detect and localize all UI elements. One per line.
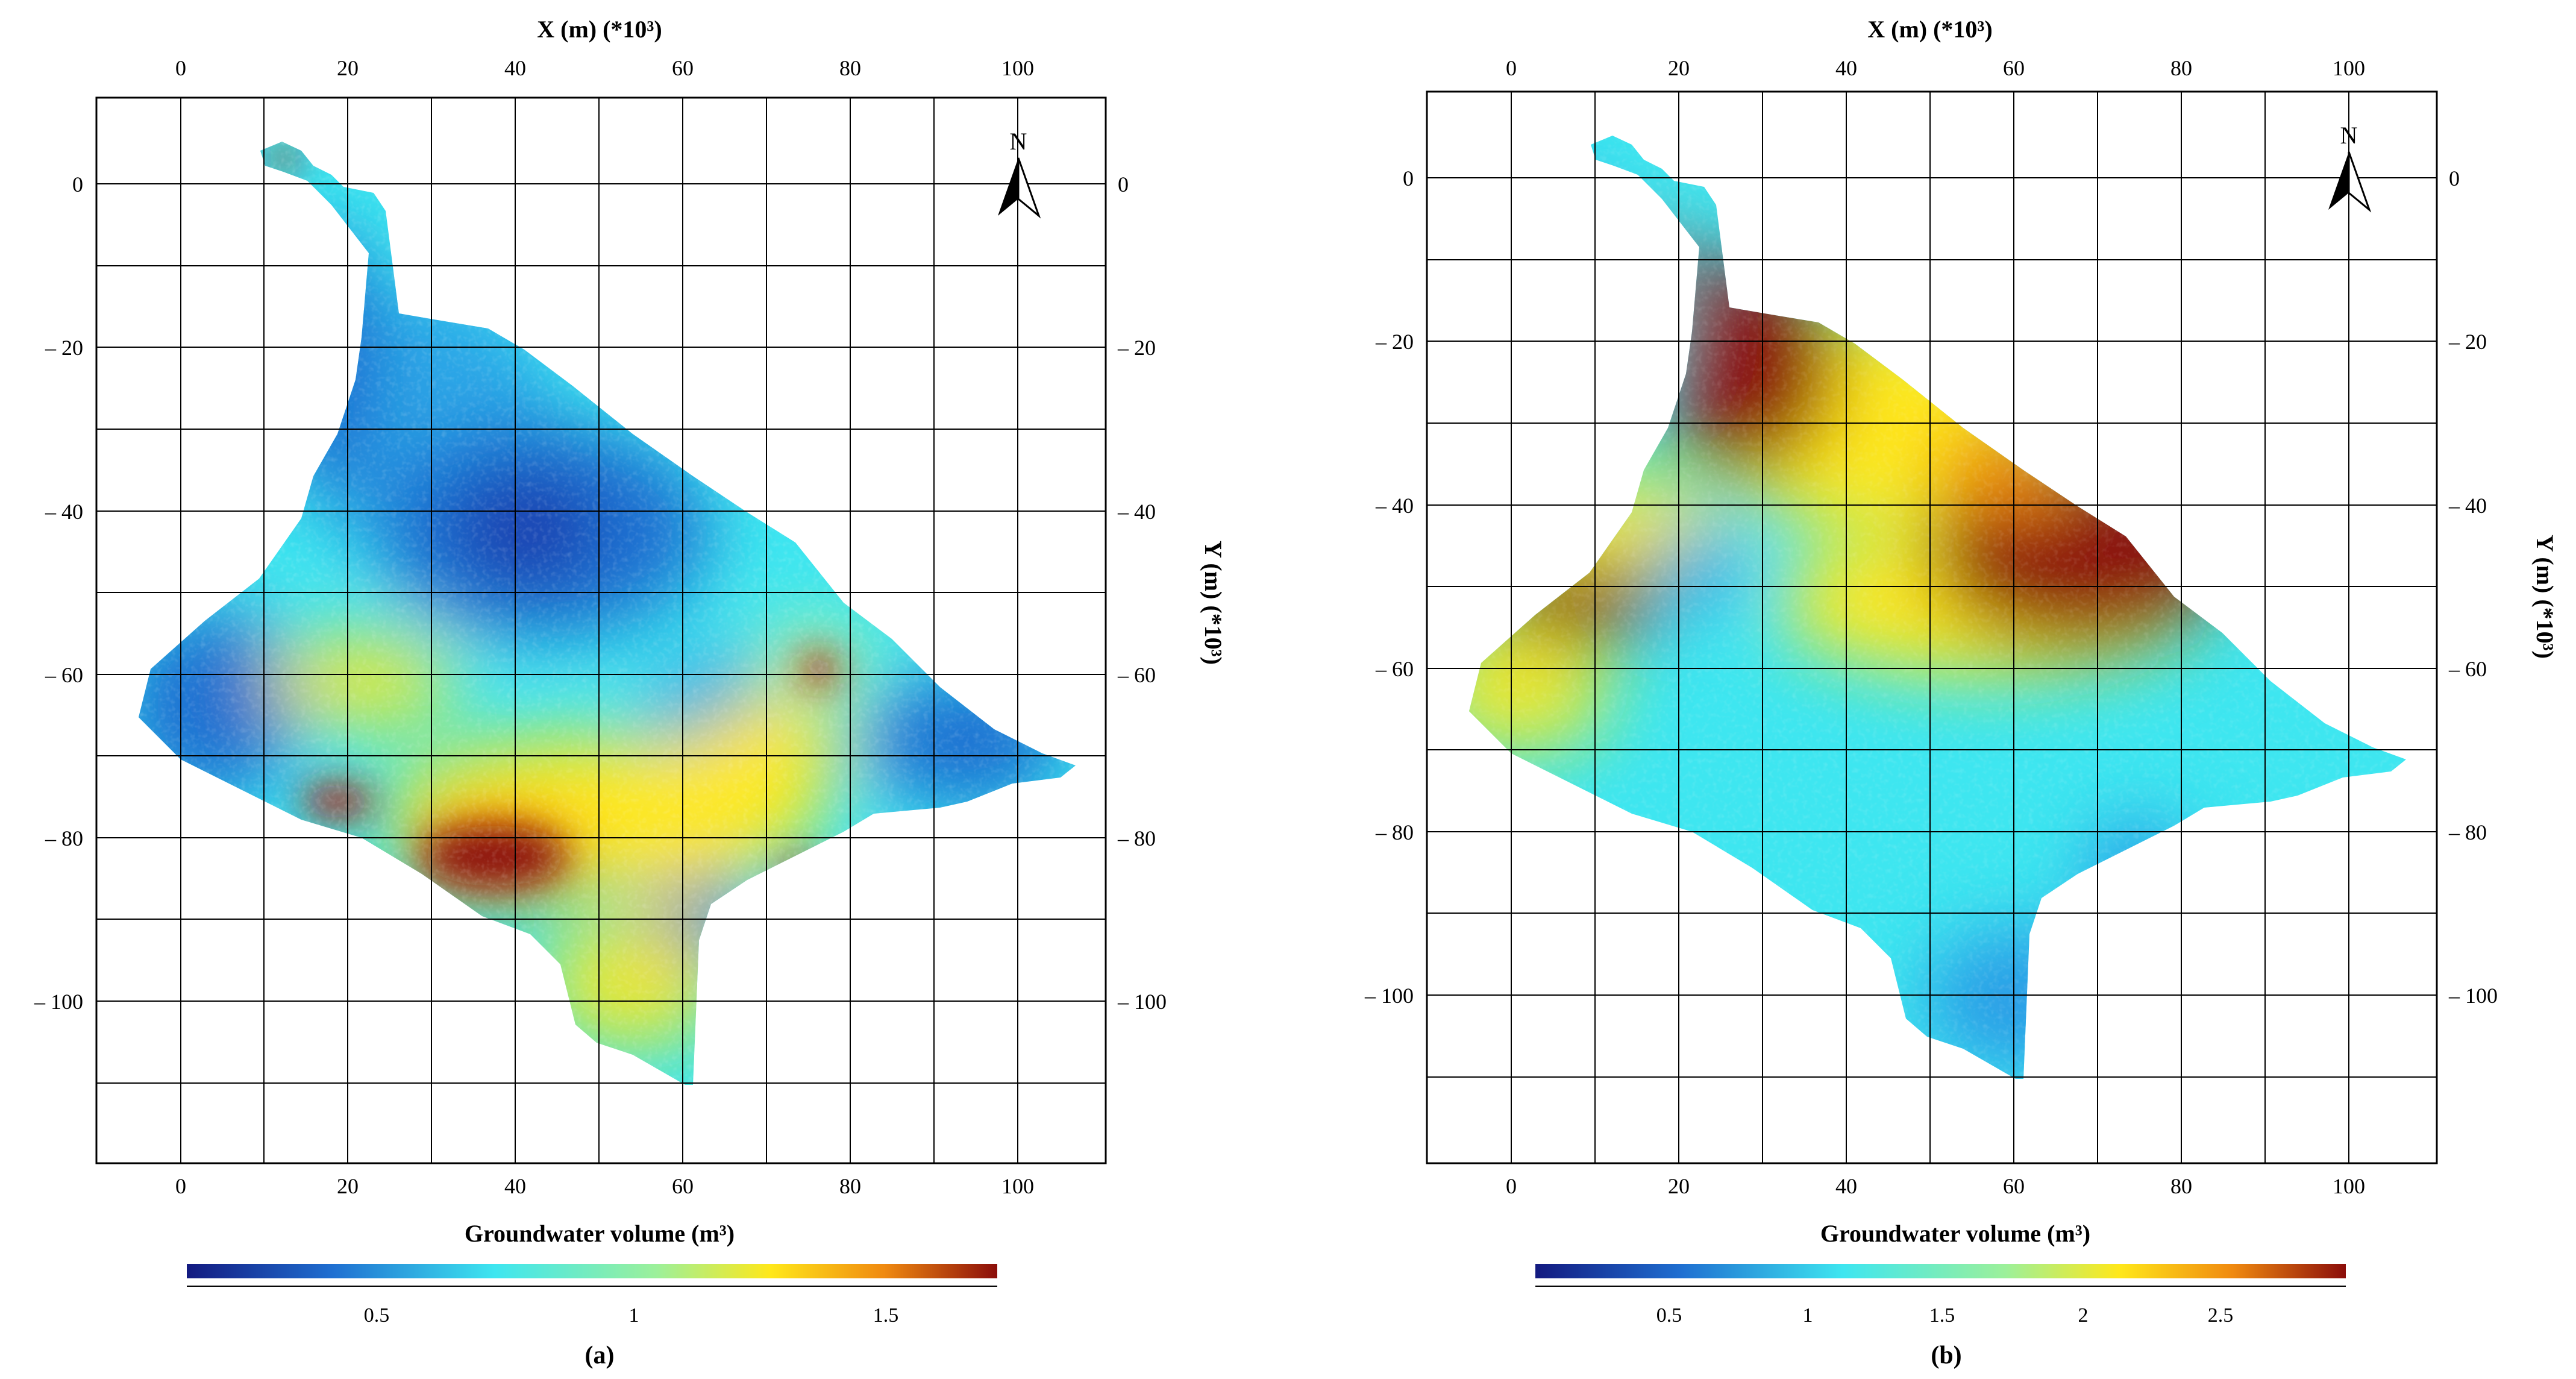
colorbar-title: Groundwater volume (m³) [465, 1220, 735, 1247]
y-tick-labels-right: 0 – 20 – 40 – 60 – 80 – 100 [2448, 166, 2498, 1008]
y-tick-label: – 80 [45, 826, 83, 850]
y-tick-label: – 100 [1364, 984, 1414, 1008]
x-tick-label: 40 [1835, 1174, 1857, 1198]
y-tick-label: – 100 [2448, 984, 2498, 1008]
north-arrow-icon: N [998, 128, 1041, 219]
colorbar-label: 1.5 [1929, 1304, 1955, 1327]
colorbar-label: 0.5 [1656, 1304, 1682, 1327]
x-tick-labels-top: 0 20 40 60 80 100 [1506, 56, 2365, 80]
grid-lines [1427, 92, 2437, 1163]
colorbar-label: 0.5 [364, 1304, 390, 1327]
colorbar: Groundwater volume (m³) 0.5 1 1.5 [187, 1220, 997, 1327]
x-axis-title: X (m) (*10³) [1867, 16, 1992, 43]
y-tick-label: 0 [1403, 166, 1414, 190]
y-tick-label: – 60 [1375, 657, 1414, 681]
y-tick-label: – 100 [1117, 990, 1167, 1014]
colorbar-gradient [187, 1264, 997, 1278]
colorbar-title: Groundwater volume (m³) [1820, 1220, 2090, 1247]
y-tick-label: 0 [1118, 172, 1129, 196]
x-tick-label: 20 [1668, 56, 1690, 80]
x-tick-labels-bottom: 0 20 40 60 80 100 [175, 1174, 1034, 1198]
colorbar-label: 1 [1803, 1304, 1813, 1327]
y-tick-label: – 20 [1375, 330, 1414, 354]
x-tick-label: 60 [672, 1174, 694, 1198]
y-tick-label: – 60 [2448, 657, 2487, 681]
x-tick-label: 40 [504, 56, 526, 80]
north-label: N [1010, 128, 1027, 155]
y-tick-label: – 20 [45, 336, 83, 360]
x-tick-label: 100 [1001, 56, 1034, 80]
colorbar-label: 1 [629, 1304, 639, 1327]
panel-tag: (b) [1931, 1342, 1961, 1369]
y-tick-label: – 40 [1375, 494, 1414, 518]
y-tick-label: – 40 [2448, 494, 2487, 518]
x-tick-label: 100 [1001, 1174, 1034, 1198]
x-tick-labels-bottom: 0 20 40 60 80 100 [1506, 1174, 2365, 1198]
y-tick-label: – 40 [45, 500, 83, 524]
y-tick-label: – 60 [45, 663, 83, 687]
x-tick-label: 0 [1506, 56, 1517, 80]
y-axis-title: Y (m) (*10³) [2531, 535, 2559, 659]
y-tick-label: – 100 [34, 990, 83, 1014]
x-tick-label: 100 [2333, 1174, 2365, 1198]
x-tick-label: 0 [175, 56, 186, 80]
x-tick-label: 60 [2003, 1174, 2025, 1198]
x-tick-label: 20 [1668, 1174, 1690, 1198]
y-tick-labels-right: 0 – 20 – 40 – 60 – 80 – 100 [1117, 172, 1167, 1014]
x-tick-label: 80 [2170, 1174, 2192, 1198]
x-tick-label: 60 [672, 56, 694, 80]
colorbar: Groundwater volume (m³) 0.5 1 1.5 2 2.5 [1535, 1220, 2346, 1327]
y-tick-label: – 40 [1117, 500, 1156, 524]
x-tick-label: 40 [504, 1174, 526, 1198]
y-tick-label: – 20 [1117, 336, 1156, 360]
x-tick-label: 100 [2333, 56, 2365, 80]
x-tick-label: 0 [1506, 1174, 1517, 1198]
y-tick-label: – 80 [1117, 826, 1156, 850]
north-arrow-icon: N [2328, 122, 2372, 213]
y-tick-label: – 80 [2448, 820, 2487, 844]
x-tick-label: 40 [1835, 56, 1857, 80]
north-label: N [2340, 122, 2358, 149]
colorbar-label: 2.5 [2208, 1304, 2234, 1327]
panel-b: X (m) (*10³) 0 20 40 60 80 100 0 20 40 6… [1364, 16, 2559, 1369]
panel-a: X (m) (*10³) 0 20 40 60 80 100 0 20 40 6… [34, 16, 1227, 1369]
colorbar-label: 2 [2078, 1304, 2089, 1327]
x-tick-label: 60 [2003, 56, 2025, 80]
y-tick-labels-left: 0 – 20 – 40 – 60 – 80 – 100 [1364, 166, 1414, 1008]
x-tick-label: 80 [839, 1174, 861, 1198]
x-tick-label: 20 [337, 56, 359, 80]
x-tick-labels-top: 0 20 40 60 80 100 [175, 56, 1034, 80]
colorbar-label: 1.5 [873, 1304, 899, 1327]
x-tick-label: 0 [175, 1174, 186, 1198]
y-tick-labels-left: 0 – 20 – 40 – 60 – 80 – 100 [34, 172, 83, 1014]
y-tick-label: – 60 [1117, 663, 1156, 687]
x-tick-label: 20 [337, 1174, 359, 1198]
colorbar-gradient [1535, 1264, 2346, 1278]
y-tick-label: 0 [2449, 166, 2460, 190]
panel-tag: (a) [585, 1342, 615, 1369]
x-axis-title: X (m) (*10³) [537, 16, 662, 43]
x-tick-label: 80 [839, 56, 861, 80]
y-axis-title: Y (m) (*10³) [1200, 541, 1227, 665]
y-tick-label: – 20 [2448, 330, 2487, 354]
y-tick-label: – 80 [1375, 820, 1414, 844]
grid-lines [96, 98, 1106, 1163]
y-tick-label: 0 [72, 172, 83, 196]
x-tick-label: 80 [2170, 56, 2192, 80]
